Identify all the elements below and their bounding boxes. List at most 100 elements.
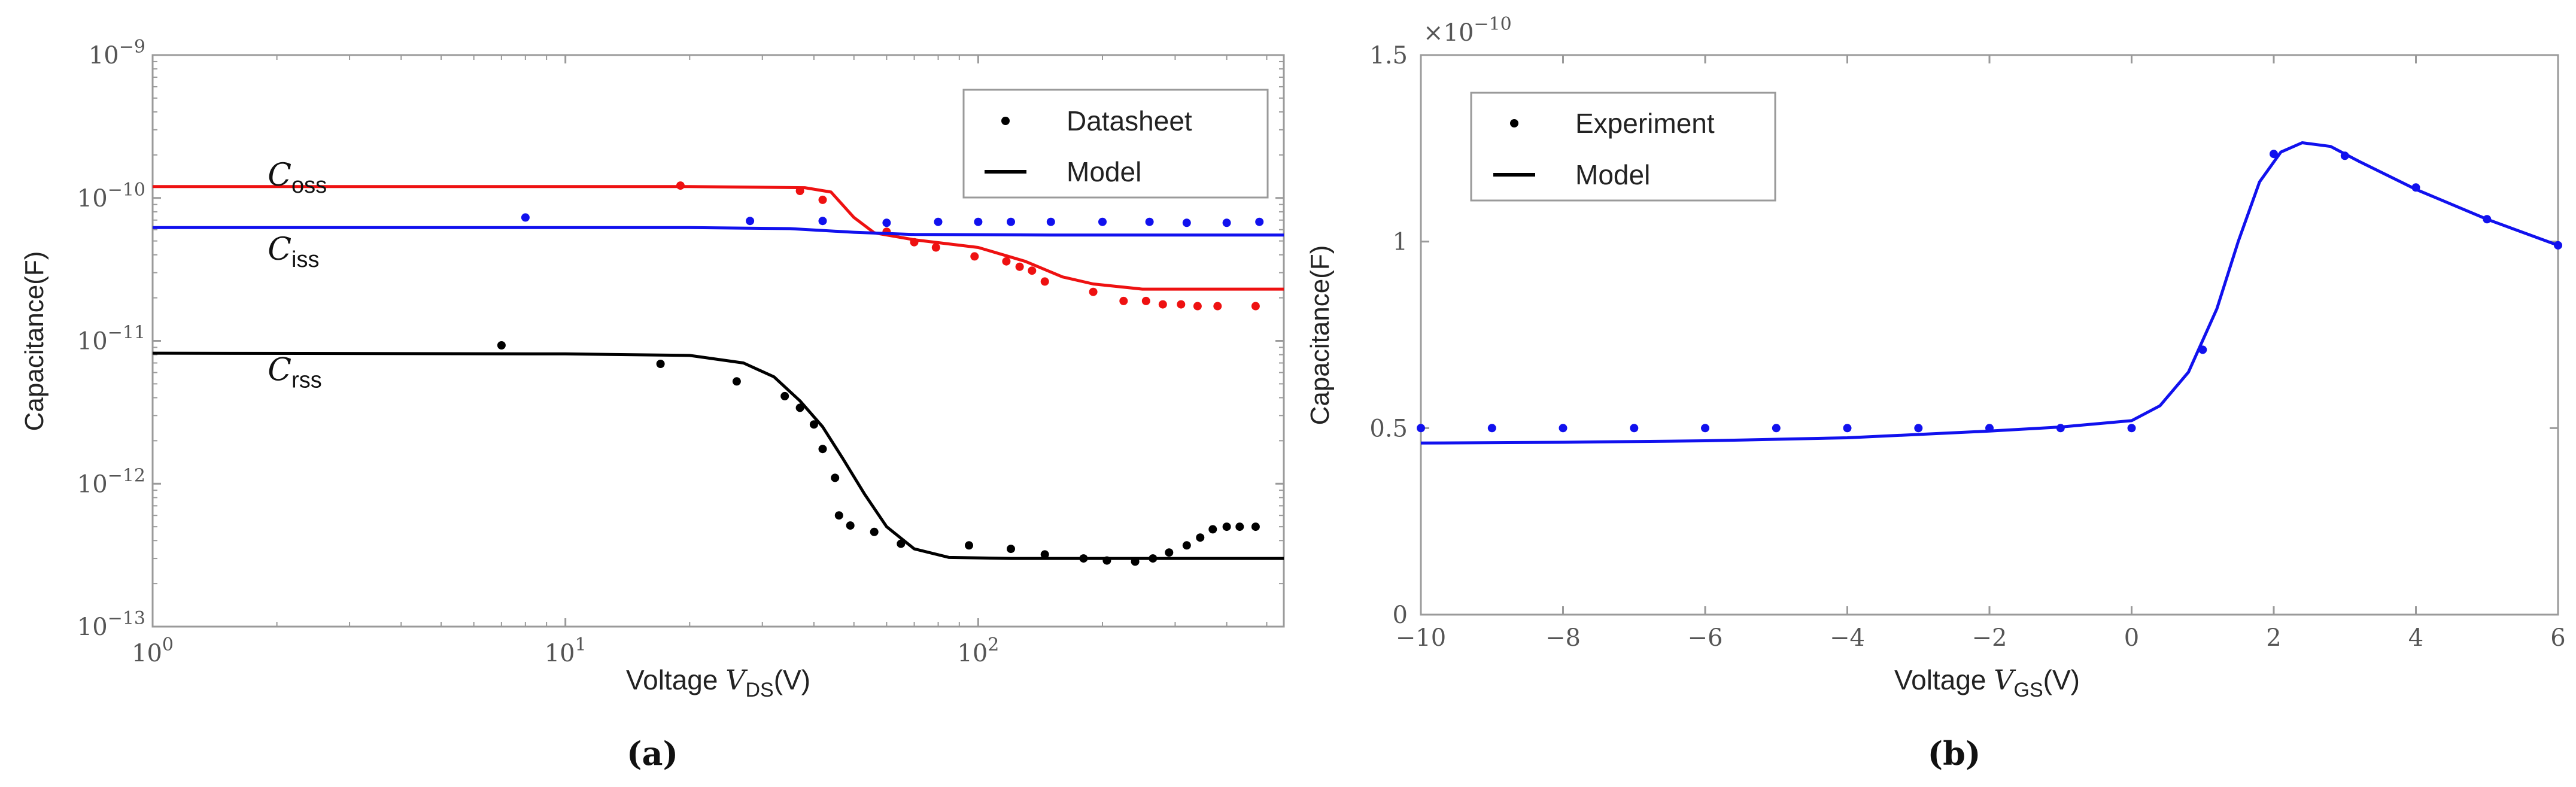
data-point-crss — [1235, 522, 1244, 531]
data-point-cgs — [2056, 424, 2065, 433]
data-point-ciss — [818, 217, 827, 226]
plot-a-x-ticks: 100 101 102 — [132, 55, 1268, 667]
tick-mantissa: 10 — [77, 470, 108, 498]
data-point-crss — [809, 420, 818, 429]
tick-exponent: −13 — [108, 608, 145, 629]
tick-mantissa: 10 — [957, 640, 988, 667]
tick-exponent: 0 — [162, 634, 174, 655]
tick-mantissa: 10 — [545, 640, 575, 667]
data-point-coss — [1040, 277, 1049, 286]
plot-b-xlabel-prefix: Voltage — [1894, 664, 1994, 695]
legend-label-model: Model — [1575, 159, 1650, 190]
data-point-cgs — [2411, 183, 2420, 192]
caption-a: (a) — [627, 734, 678, 773]
data-point-crss — [1208, 525, 1217, 534]
data-point-cgs — [2127, 424, 2136, 433]
tick-exponent: −10 — [108, 180, 145, 200]
data-point-crss — [1102, 556, 1111, 565]
tick-exponent: −12 — [108, 465, 145, 486]
data-point-coss — [910, 238, 919, 247]
data-point-crss — [1196, 533, 1205, 542]
legend-label-datasheet: Datasheet — [1067, 105, 1192, 136]
data-point-coss — [1251, 302, 1260, 311]
x-tick-label: −8 — [1545, 624, 1581, 652]
data-point-ciss — [974, 217, 983, 226]
plot-b-xlabel-var: V — [1994, 664, 2016, 696]
y-tick-label: 0.5 — [1369, 415, 1408, 442]
y-tick-label: 10−12 — [77, 465, 145, 498]
tick-mantissa: 10 — [77, 613, 108, 641]
data-point-ciss — [1098, 217, 1107, 226]
data-point-coss — [1015, 262, 1024, 271]
x-tick-label: 4 — [2408, 624, 2423, 652]
data-point-ciss — [521, 213, 530, 222]
data-point-crss — [1251, 522, 1260, 531]
data-point-crss — [1165, 548, 1174, 557]
y-tick-label: 10−13 — [77, 608, 145, 641]
data-point-ciss — [934, 217, 943, 226]
data-point-cgs — [1417, 424, 1425, 433]
data-point-cgs — [1487, 424, 1496, 433]
data-point-coss — [1089, 287, 1098, 296]
data-point-ciss — [1145, 217, 1154, 226]
data-point-crss — [1222, 522, 1231, 531]
y-tick-label: 0 — [1393, 601, 1408, 629]
legend-marker-datasheet — [1001, 117, 1010, 125]
x-tick-label: 100 — [132, 634, 174, 667]
y-tick-label: 10−9 — [89, 37, 145, 69]
annotation-subscript: iss — [291, 247, 319, 272]
data-point-coss — [1158, 300, 1167, 309]
x-tick-label: 0 — [2124, 624, 2139, 652]
data-point-crss — [831, 473, 840, 482]
data-point-ciss — [882, 218, 891, 227]
data-point-cgs — [1914, 424, 1923, 433]
plot-b-legend: Experiment Model — [1470, 92, 1776, 202]
plot-a-data — [152, 181, 1284, 566]
data-point-cgs — [1985, 424, 1994, 433]
plot-a-xlabel-var: V — [725, 664, 748, 696]
x-tick-label: −4 — [1830, 624, 1865, 652]
annotation-symbol: C — [268, 157, 291, 193]
plot-b-xlabel: Voltage VGS(V) — [1894, 664, 2080, 701]
x-tick-label: −10 — [1396, 624, 1446, 652]
x-tick-label: 2 — [2266, 624, 2281, 652]
data-point-ciss — [1222, 218, 1231, 227]
data-point-crss — [846, 521, 855, 530]
tick-mantissa: 10 — [77, 328, 108, 355]
data-point-crss — [497, 341, 506, 350]
data-point-coss — [1213, 302, 1222, 311]
model-line-coss — [153, 185, 1284, 291]
tick-mantissa: 10 — [132, 640, 162, 667]
data-point-coss — [1141, 296, 1150, 305]
tick-exponent: 1 — [575, 634, 587, 655]
data-point-crss — [834, 511, 843, 520]
data-point-crss — [656, 360, 665, 368]
data-point-cgs — [1772, 424, 1781, 433]
x-tick-label: −2 — [1972, 624, 2007, 652]
data-point-cgs — [1701, 424, 1709, 433]
data-point-crss — [1007, 545, 1015, 554]
data-point-cgs — [2198, 345, 2207, 354]
y-tick-label: 1 — [1393, 229, 1408, 256]
annotation-oss: Coss — [268, 157, 327, 198]
data-point-cgs — [2483, 215, 2492, 224]
data-point-coss — [1002, 257, 1011, 266]
tick-exponent: −11 — [108, 323, 145, 344]
plot-a-xlabel: Voltage VDS(V) — [626, 664, 810, 701]
x-tick-label: 101 — [545, 634, 587, 667]
scale-mant: ×10 — [1423, 19, 1474, 47]
data-point-crss — [965, 541, 973, 550]
x-tick-label: 102 — [957, 634, 999, 667]
data-point-coss — [1119, 296, 1128, 305]
plot-a-xlabel-prefix: Voltage — [626, 664, 725, 695]
y-tick-label: 10−10 — [77, 180, 145, 212]
panel-b: 00.511.5 −10 −8 −6 −4 −2 0 2 4 6 ×10−10 Experime… — [1305, 14, 2566, 773]
model-line-ciss — [153, 226, 1284, 237]
data-point-coss — [676, 181, 685, 190]
x-tick-label: 6 — [2550, 624, 2565, 652]
y-tick-label: 10−11 — [77, 323, 145, 355]
data-point-coss — [1193, 302, 1202, 311]
